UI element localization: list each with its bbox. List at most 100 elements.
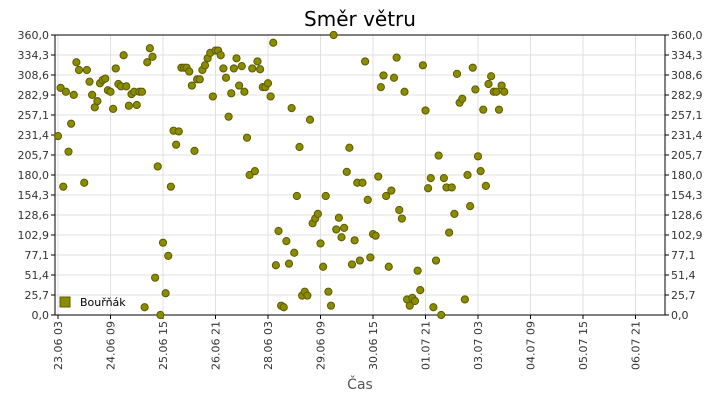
x-tick-label: 24.06 09 — [105, 321, 118, 370]
y-tick-label-left: 154,3 — [18, 189, 50, 202]
data-point — [109, 104, 118, 113]
y-tick-label-left: 180,0 — [18, 169, 50, 182]
y-tick-label-right: 128,6 — [671, 209, 703, 222]
data-point — [266, 92, 275, 101]
data-point — [487, 72, 496, 81]
data-point — [500, 87, 509, 96]
data-point — [439, 174, 448, 183]
data-point — [250, 167, 259, 176]
data-point — [284, 259, 294, 268]
data-point — [140, 303, 149, 312]
y-tick-label-right: 154,3 — [671, 189, 703, 202]
data-point — [158, 238, 168, 247]
data-point — [224, 112, 233, 121]
data-point — [481, 181, 490, 190]
data-point — [410, 296, 420, 306]
data-point — [471, 85, 480, 94]
x-axis-title: Čas — [347, 375, 373, 393]
data-point — [195, 75, 204, 84]
data-point — [85, 77, 94, 86]
y-tick-label-right: 334,3 — [671, 49, 703, 62]
y-tick-label-left: 205,7 — [18, 149, 50, 162]
data-point — [397, 214, 406, 223]
data-point — [476, 167, 485, 176]
x-tick-label: 25.06 15 — [157, 321, 170, 370]
y-tick-label-right: 282,9 — [671, 89, 703, 102]
data-point — [153, 162, 162, 171]
data-point — [342, 167, 351, 176]
data-point — [447, 183, 456, 192]
data-point — [324, 287, 333, 296]
data-point — [458, 94, 467, 103]
data-point — [450, 209, 459, 218]
data-point — [292, 191, 301, 201]
data-point — [269, 38, 278, 47]
data-point — [305, 115, 315, 124]
data-point — [221, 73, 231, 82]
data-point — [355, 256, 364, 265]
data-point — [106, 87, 115, 96]
data-point — [111, 64, 120, 73]
y-tick-label-left: 360,0 — [18, 29, 50, 42]
data-point — [172, 140, 181, 149]
y-axis-left-ticks: 0,0 25,7 51,4 77,1 102,9 128,6 154,3 180,0 205,7… — [18, 29, 55, 322]
data-point — [232, 54, 241, 63]
x-tick-label: 06.07 21 — [630, 321, 643, 370]
gridlines — [55, 35, 665, 315]
y-tick-label-left: 257,1 — [18, 109, 50, 122]
y-tick-label-right: 257,1 — [671, 109, 703, 122]
data-point — [237, 62, 246, 71]
data-point — [145, 44, 154, 53]
data-point — [395, 205, 404, 215]
data-point — [200, 61, 210, 70]
data-point — [235, 81, 244, 90]
data-point — [53, 132, 63, 141]
data-point — [166, 182, 175, 191]
x-tick-label: 04.07 09 — [525, 321, 538, 370]
data-point — [80, 178, 89, 187]
x-tick-label: 23.06 03 — [52, 321, 65, 370]
data-point — [466, 202, 475, 211]
data-point — [164, 251, 173, 260]
data-point — [363, 195, 372, 204]
data-point — [445, 228, 454, 237]
data-point — [287, 104, 296, 113]
data-point — [279, 303, 288, 312]
data-point — [253, 57, 262, 66]
y-tick-label-left: 128,6 — [18, 209, 50, 222]
data-point — [350, 236, 359, 245]
data-point — [208, 92, 217, 101]
data-point — [119, 51, 128, 60]
data-point — [316, 239, 325, 248]
data-point — [371, 231, 380, 240]
data-point — [124, 101, 133, 110]
data-point — [345, 143, 354, 152]
data-point — [347, 260, 357, 269]
data-point — [156, 310, 165, 320]
data-point — [329, 30, 338, 40]
data-point — [484, 79, 493, 89]
data-point — [326, 301, 336, 310]
data-point — [148, 52, 157, 61]
y-tick-label-right: 77,1 — [671, 249, 696, 262]
x-tick-label: 29.06 09 — [315, 321, 328, 370]
data-point — [67, 119, 76, 128]
data-point — [321, 191, 330, 201]
data-point — [492, 87, 501, 96]
y-tick-label-right: 231,4 — [671, 129, 703, 142]
y-tick-label-left: 25,7 — [25, 289, 50, 302]
data-point — [366, 253, 375, 262]
data-point — [389, 73, 399, 82]
data-point — [468, 63, 477, 72]
data-point — [358, 178, 367, 187]
data-point — [334, 213, 343, 222]
x-tick-label: 26.06 21 — [210, 321, 223, 370]
data-points — [53, 30, 509, 320]
x-axis-ticks: 23.06 03 24.06 09 25.06 15 26.06 21 28.06 03… — [52, 315, 643, 370]
data-point — [313, 209, 322, 218]
y-tick-label-right: 25,7 — [671, 289, 696, 302]
data-point — [418, 61, 427, 70]
data-point — [434, 151, 443, 160]
chart-title: Směr větru — [304, 7, 416, 31]
